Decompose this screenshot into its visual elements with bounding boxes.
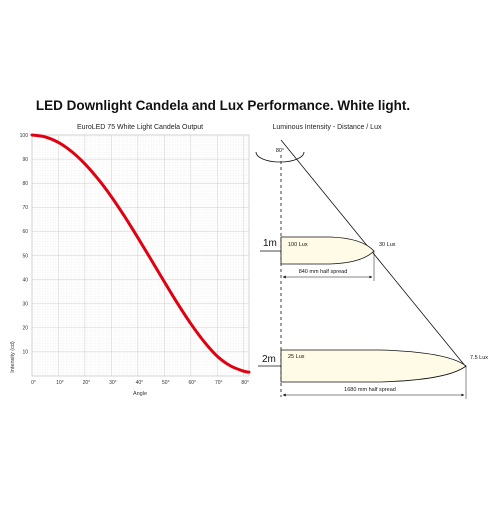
y-tick-label: 70: [22, 205, 28, 211]
y-tick-label: 60: [22, 229, 28, 235]
distance-2m-label: 2m: [262, 354, 276, 365]
lux-center-2m: 25 Lux: [288, 354, 305, 360]
y-tick-label: 30: [22, 302, 28, 308]
y-tick-label: 100: [20, 133, 29, 139]
x-tick-label: 70°: [215, 380, 223, 386]
beam-angle-label: 80°: [276, 148, 284, 154]
x-tick-label: 60°: [188, 380, 196, 386]
x-tick-label: 10°: [56, 380, 64, 386]
distance-1m-label: 1m: [263, 238, 277, 249]
x-tick-label: 30°: [109, 380, 117, 386]
spread-2m-label: 1680 mm half spread: [344, 387, 396, 393]
y-tick-labels: 10 20 30 40 50 60 70 80 90 100: [20, 133, 29, 356]
x-tick-label: 0°: [31, 380, 36, 386]
x-axis-label: Angle: [133, 391, 147, 397]
y-tick-label: 80: [22, 181, 28, 187]
beam-edge-line: [280, 139, 467, 368]
lux-center-1m: 100 Lux: [288, 242, 308, 248]
page-title: LED Downlight Candela and Lux Performanc…: [36, 98, 410, 113]
x-tick-label: 80°: [241, 380, 249, 386]
y-tick-label: 90: [22, 157, 28, 163]
lux-diagram: Luminous Intensity - Distance / Lux 80° …: [255, 124, 488, 399]
lux-edge-2m: 7.5 Lux: [470, 355, 488, 361]
candela-curve: [30, 133, 251, 374]
candela-chart: EuroLED 75 White Light Candela Output 10…: [10, 124, 251, 397]
y-tick-label: 50: [22, 253, 28, 259]
y-tick-label: 10: [22, 350, 28, 356]
diagram-title: Luminous Intensity - Distance / Lux: [273, 124, 382, 131]
lux-edge-1m: 30 Lux: [379, 242, 396, 248]
y-tick-label: 20: [22, 326, 28, 332]
x-tick-label: 50°: [162, 380, 170, 386]
chart-title: EuroLED 75 White Light Candela Output: [77, 124, 203, 131]
x-tick-label: 20°: [83, 380, 91, 386]
y-axis-label: Intensity (cd): [10, 341, 16, 373]
beam-angle-arc: [255, 151, 305, 163]
x-tick-label: 40°: [136, 380, 144, 386]
y-tick-label: 40: [22, 277, 28, 283]
x-tick-labels: 0° 10° 20° 30° 40° 50° 60° 70° 80°: [31, 380, 249, 386]
spread-1m-label: 840 mm half spread: [299, 269, 348, 275]
beam-pool-2m: [280, 349, 467, 383]
